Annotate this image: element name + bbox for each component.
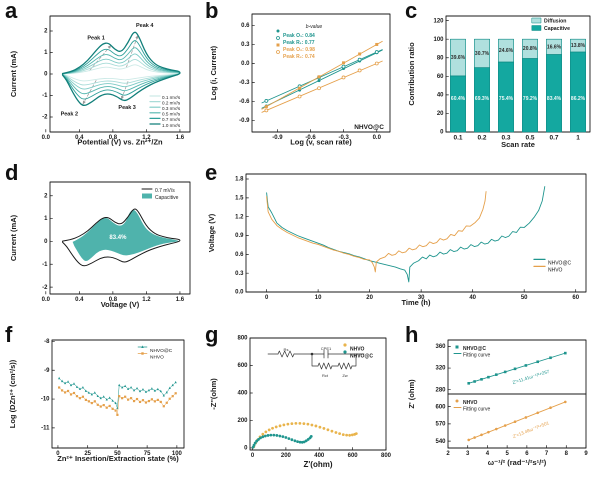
panel-a-chart — [0, 0, 200, 162]
panel-c-label: c — [405, 0, 418, 23]
panel-e-chart — [200, 162, 600, 324]
panel-b-label: b — [205, 0, 219, 23]
panel-g-label: g — [205, 322, 219, 347]
panel-b-chart — [200, 0, 400, 162]
panel-h-label: h — [405, 322, 419, 347]
panel-c-chart — [400, 0, 600, 162]
panel-a-label: a — [5, 0, 18, 23]
panel-d: d — [0, 162, 200, 324]
panel-g: g — [200, 324, 400, 489]
panel-f: f — [0, 324, 200, 489]
panel-h-chart — [400, 324, 600, 489]
panel-g-chart — [200, 324, 400, 489]
panel-e: e — [200, 162, 600, 324]
panel-e-label: e — [205, 160, 218, 185]
panel-a: a — [0, 0, 200, 162]
panel-b: b — [200, 0, 400, 162]
panel-d-chart — [0, 162, 200, 324]
panel-c: c — [400, 0, 600, 162]
panel-d-label: d — [5, 160, 19, 185]
panel-f-chart — [0, 324, 200, 489]
panel-f-label: f — [5, 322, 13, 347]
panel-h: h — [400, 324, 600, 489]
